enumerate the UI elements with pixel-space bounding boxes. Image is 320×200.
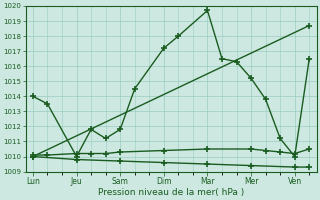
X-axis label: Pression niveau de la mer( hPa ): Pression niveau de la mer( hPa ) <box>98 188 244 197</box>
